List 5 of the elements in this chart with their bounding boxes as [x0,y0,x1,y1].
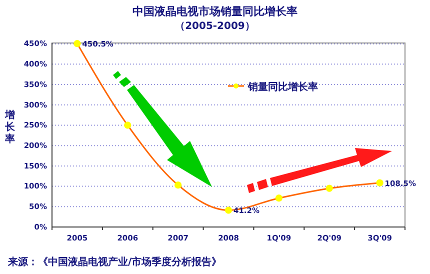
y-axis-title: 增长率 [4,109,16,145]
chart-title: 中国液晶电视市场销量同比增长率 [132,5,298,18]
source-note: 来源：《中国液晶电视产业/市场季度分析报告》 [7,256,222,268]
chart-subtitle: （2005-2009） [175,21,255,32]
legend-label: 销量同比增长率 [247,81,318,93]
